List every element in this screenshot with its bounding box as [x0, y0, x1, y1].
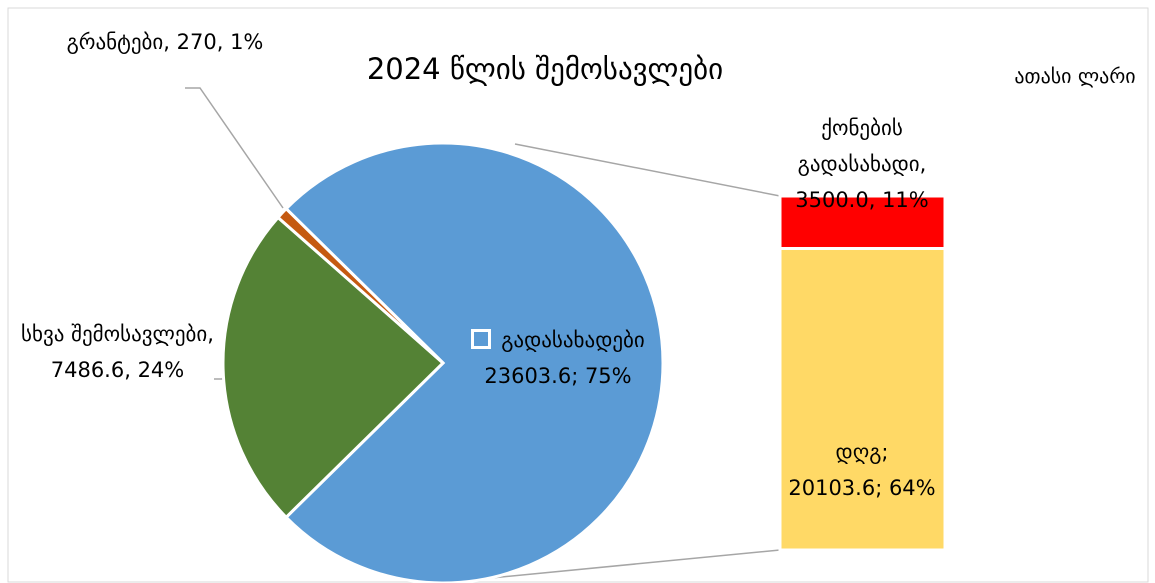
data-label-text: გრანტები, 270, 1% — [66, 30, 264, 54]
bar-segment — [778, 194, 947, 250]
leader-line — [185, 87, 284, 209]
bar-segment — [778, 246, 947, 552]
marks — [221, 141, 947, 583]
data-label-text: დღგ; 20103.6; 64% — [788, 440, 936, 500]
data-label-text: გადასახადები 23603.6; 75% — [484, 328, 645, 388]
pie-slice — [284, 141, 665, 583]
data-label: გრანტები, 270, 1% — [50, 24, 280, 60]
data-label-text: ქონების გადასახადი, 3500.0, 11% — [795, 116, 929, 212]
label-key — [470, 328, 493, 350]
pie-slice — [275, 206, 445, 365]
chart-title: 2024 წლის შემოსავლები — [366, 52, 724, 86]
data-label: ქონების გადასახადი, 3500.0, 11% — [772, 110, 952, 218]
data-label-text: სხვა შემოსავლები, 7486.6, 24% — [21, 322, 214, 382]
pie-slice — [221, 215, 446, 520]
data-label: გადასახადები 23603.6; 75% — [438, 322, 678, 394]
data-label: სხვა შემოსავლები, 7486.6, 24% — [20, 316, 215, 388]
connector-line — [514, 143, 781, 197]
connector-line — [469, 549, 781, 581]
unit-label: ათასი ლარი — [1014, 64, 1136, 88]
data-label: დღგ; 20103.6; 64% — [787, 434, 937, 506]
